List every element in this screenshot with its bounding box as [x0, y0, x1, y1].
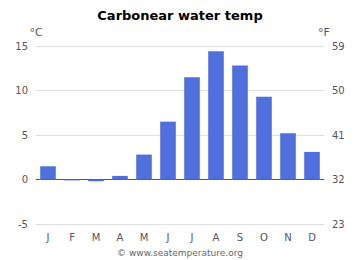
svg-text:J: J: [190, 232, 194, 243]
svg-text:°C: °C: [29, 26, 43, 39]
svg-text:J: J: [46, 232, 50, 243]
svg-text:10: 10: [15, 85, 28, 96]
svg-text:O: O: [260, 232, 268, 243]
svg-text:41: 41: [332, 130, 345, 141]
svg-text:5: 5: [22, 130, 28, 141]
svg-text:N: N: [284, 232, 291, 243]
svg-text:M: M: [92, 232, 101, 243]
svg-text:59: 59: [332, 41, 345, 52]
svg-text:A: A: [117, 232, 124, 243]
svg-text:J: J: [166, 232, 170, 243]
svg-text:15: 15: [15, 41, 28, 52]
svg-text:Carbonear water temp: Carbonear water temp: [97, 8, 262, 23]
svg-text:23: 23: [332, 219, 345, 230]
svg-text:M: M: [140, 232, 149, 243]
svg-text:A: A: [213, 232, 220, 243]
svg-text:D: D: [308, 232, 316, 243]
svg-text:°F: °F: [318, 26, 330, 39]
svg-text:© www.seatemperature.org: © www.seatemperature.org: [117, 248, 243, 258]
svg-text:S: S: [237, 232, 243, 243]
svg-text:50: 50: [332, 85, 345, 96]
svg-text:-5: -5: [18, 219, 28, 230]
svg-text:0: 0: [22, 174, 28, 185]
svg-text:F: F: [69, 232, 75, 243]
svg-text:32: 32: [332, 174, 345, 185]
